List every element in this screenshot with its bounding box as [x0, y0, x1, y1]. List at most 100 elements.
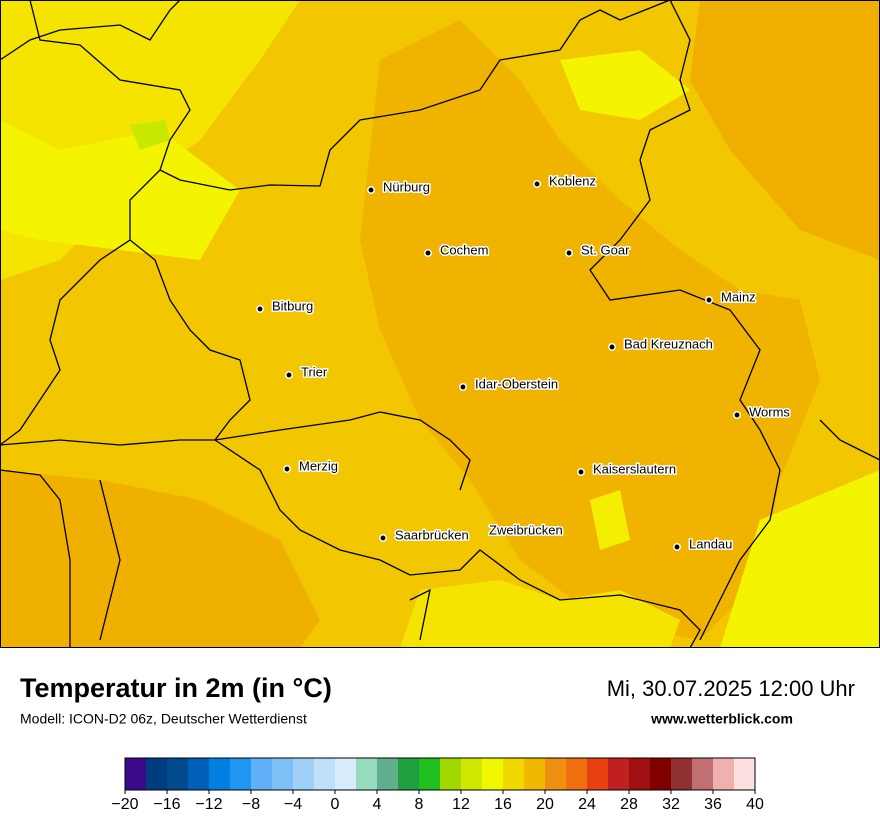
- colorbar-tick-label: 16: [494, 796, 512, 813]
- color-bin: [734, 758, 756, 790]
- forecast-date: Mi, 30.07.2025 12:00 Uhr: [607, 676, 855, 701]
- color-bin: [377, 758, 399, 790]
- city-label: Worms: [749, 404, 790, 419]
- city-marker: [705, 296, 713, 304]
- color-bin: [398, 758, 420, 790]
- colorbar-tick-label: 36: [704, 796, 722, 813]
- color-bin: [188, 758, 210, 790]
- city-label: Mainz: [721, 289, 756, 304]
- hot-zone: [360, 20, 820, 640]
- border: [129, 239, 701, 649]
- border: [819, 419, 880, 461]
- city-marker: [673, 543, 681, 551]
- color-bin: [251, 758, 273, 790]
- color-bin: [545, 758, 567, 790]
- city-marker: [459, 383, 467, 391]
- color-bin: [629, 758, 651, 790]
- city-marker: [565, 249, 573, 257]
- border: [0, 469, 71, 648]
- warm-zone: [400, 580, 680, 648]
- border: [409, 588, 431, 641]
- map: [0, 0, 880, 649]
- color-bin: [230, 758, 252, 790]
- warm-zone: [0, 120, 240, 260]
- city-label: Cochem: [440, 242, 488, 257]
- colorbar-tick-label: −12: [195, 796, 222, 813]
- border: [29, 0, 671, 191]
- colorbar-tick-label: 12: [452, 796, 470, 813]
- border: [589, 0, 781, 641]
- color-bin: [167, 758, 189, 790]
- city-marker: [283, 465, 291, 473]
- colorbar-frame: [124, 757, 756, 791]
- border: [0, 169, 161, 446]
- city-marker: [577, 468, 585, 476]
- color-bin: [209, 758, 231, 790]
- colorbar-tick-label: −20: [111, 796, 138, 813]
- website: www.wetterblick.com: [650, 711, 793, 727]
- city-layer: Nürburg Koblenz Cochem St. Goar Bitburg Mainz…: [256, 172, 792, 553]
- colorbar-tick-label: 40: [746, 796, 764, 813]
- city-label: Kaiserslautern: [593, 461, 676, 476]
- border: [99, 479, 121, 641]
- color-bin: [650, 758, 672, 790]
- warm-zone: [130, 120, 170, 150]
- city-marker: [533, 180, 541, 188]
- colorbar-tick-label: 4: [373, 796, 382, 813]
- colorbar-tick-label: −4: [284, 796, 302, 813]
- color-bin: [419, 758, 441, 790]
- color-bin: [566, 758, 588, 790]
- city-marker: [367, 186, 375, 194]
- color-bin: [440, 758, 462, 790]
- color-bin: [503, 758, 525, 790]
- color-bin: [587, 758, 609, 790]
- city-label: Nürburg: [383, 179, 430, 194]
- color-bin: [713, 758, 735, 790]
- city-label: Zweibrücken: [489, 522, 563, 537]
- border: [0, 0, 181, 61]
- color-bin: [146, 758, 168, 790]
- city-marker: [608, 343, 616, 351]
- city-marker: [424, 249, 432, 257]
- colorbar-tick-label: −8: [242, 796, 260, 813]
- border: [0, 411, 471, 491]
- hot-zone: [0, 470, 320, 648]
- warm-zone: [720, 470, 880, 648]
- color-bin: [692, 758, 714, 790]
- map-title: Temperatur in 2m (in °C): [20, 673, 332, 703]
- color-bin: [335, 758, 357, 790]
- city-label: Koblenz: [549, 173, 596, 188]
- colorbar-tick-label: 0: [331, 796, 340, 813]
- city-label: Saarbrücken: [395, 527, 469, 542]
- color-bin: [482, 758, 504, 790]
- hot-zone: [690, 0, 880, 260]
- colorbar-tick-label: 8: [415, 796, 424, 813]
- city-marker: [379, 534, 387, 542]
- city-label: Trier: [301, 364, 328, 379]
- colorbar-tick-label: 24: [578, 796, 596, 813]
- color-bin: [524, 758, 546, 790]
- color-bin: [671, 758, 693, 790]
- color-bin: [314, 758, 336, 790]
- city-label: Idar-Oberstein: [475, 376, 558, 391]
- warm-zone: [560, 50, 690, 120]
- city-label: St. Goar: [581, 242, 630, 257]
- city-marker: [285, 371, 293, 379]
- colorbar-tick-label: 32: [662, 796, 680, 813]
- color-bin: [125, 758, 147, 790]
- color-bin: [356, 758, 378, 790]
- city-marker: [733, 411, 741, 419]
- city-label: Bad Kreuznach: [624, 336, 713, 351]
- colorbar-tick-label: 20: [536, 796, 554, 813]
- color-bin: [272, 758, 294, 790]
- city-label: Merzig: [299, 458, 338, 473]
- color-bin: [293, 758, 315, 790]
- colorbar: −20 −16 −12 −8 −4 0 4 8 12 16 20 24 28 32 36 40: [111, 757, 764, 813]
- city-label: Bitburg: [272, 298, 313, 313]
- colorbar-tick-label: 28: [620, 796, 638, 813]
- city-marker: [256, 305, 264, 313]
- map-subtitle: Modell: ICON-D2 06z, Deutscher Wetterdie…: [20, 711, 307, 727]
- color-bin: [461, 758, 483, 790]
- city-label: Landau: [689, 536, 732, 551]
